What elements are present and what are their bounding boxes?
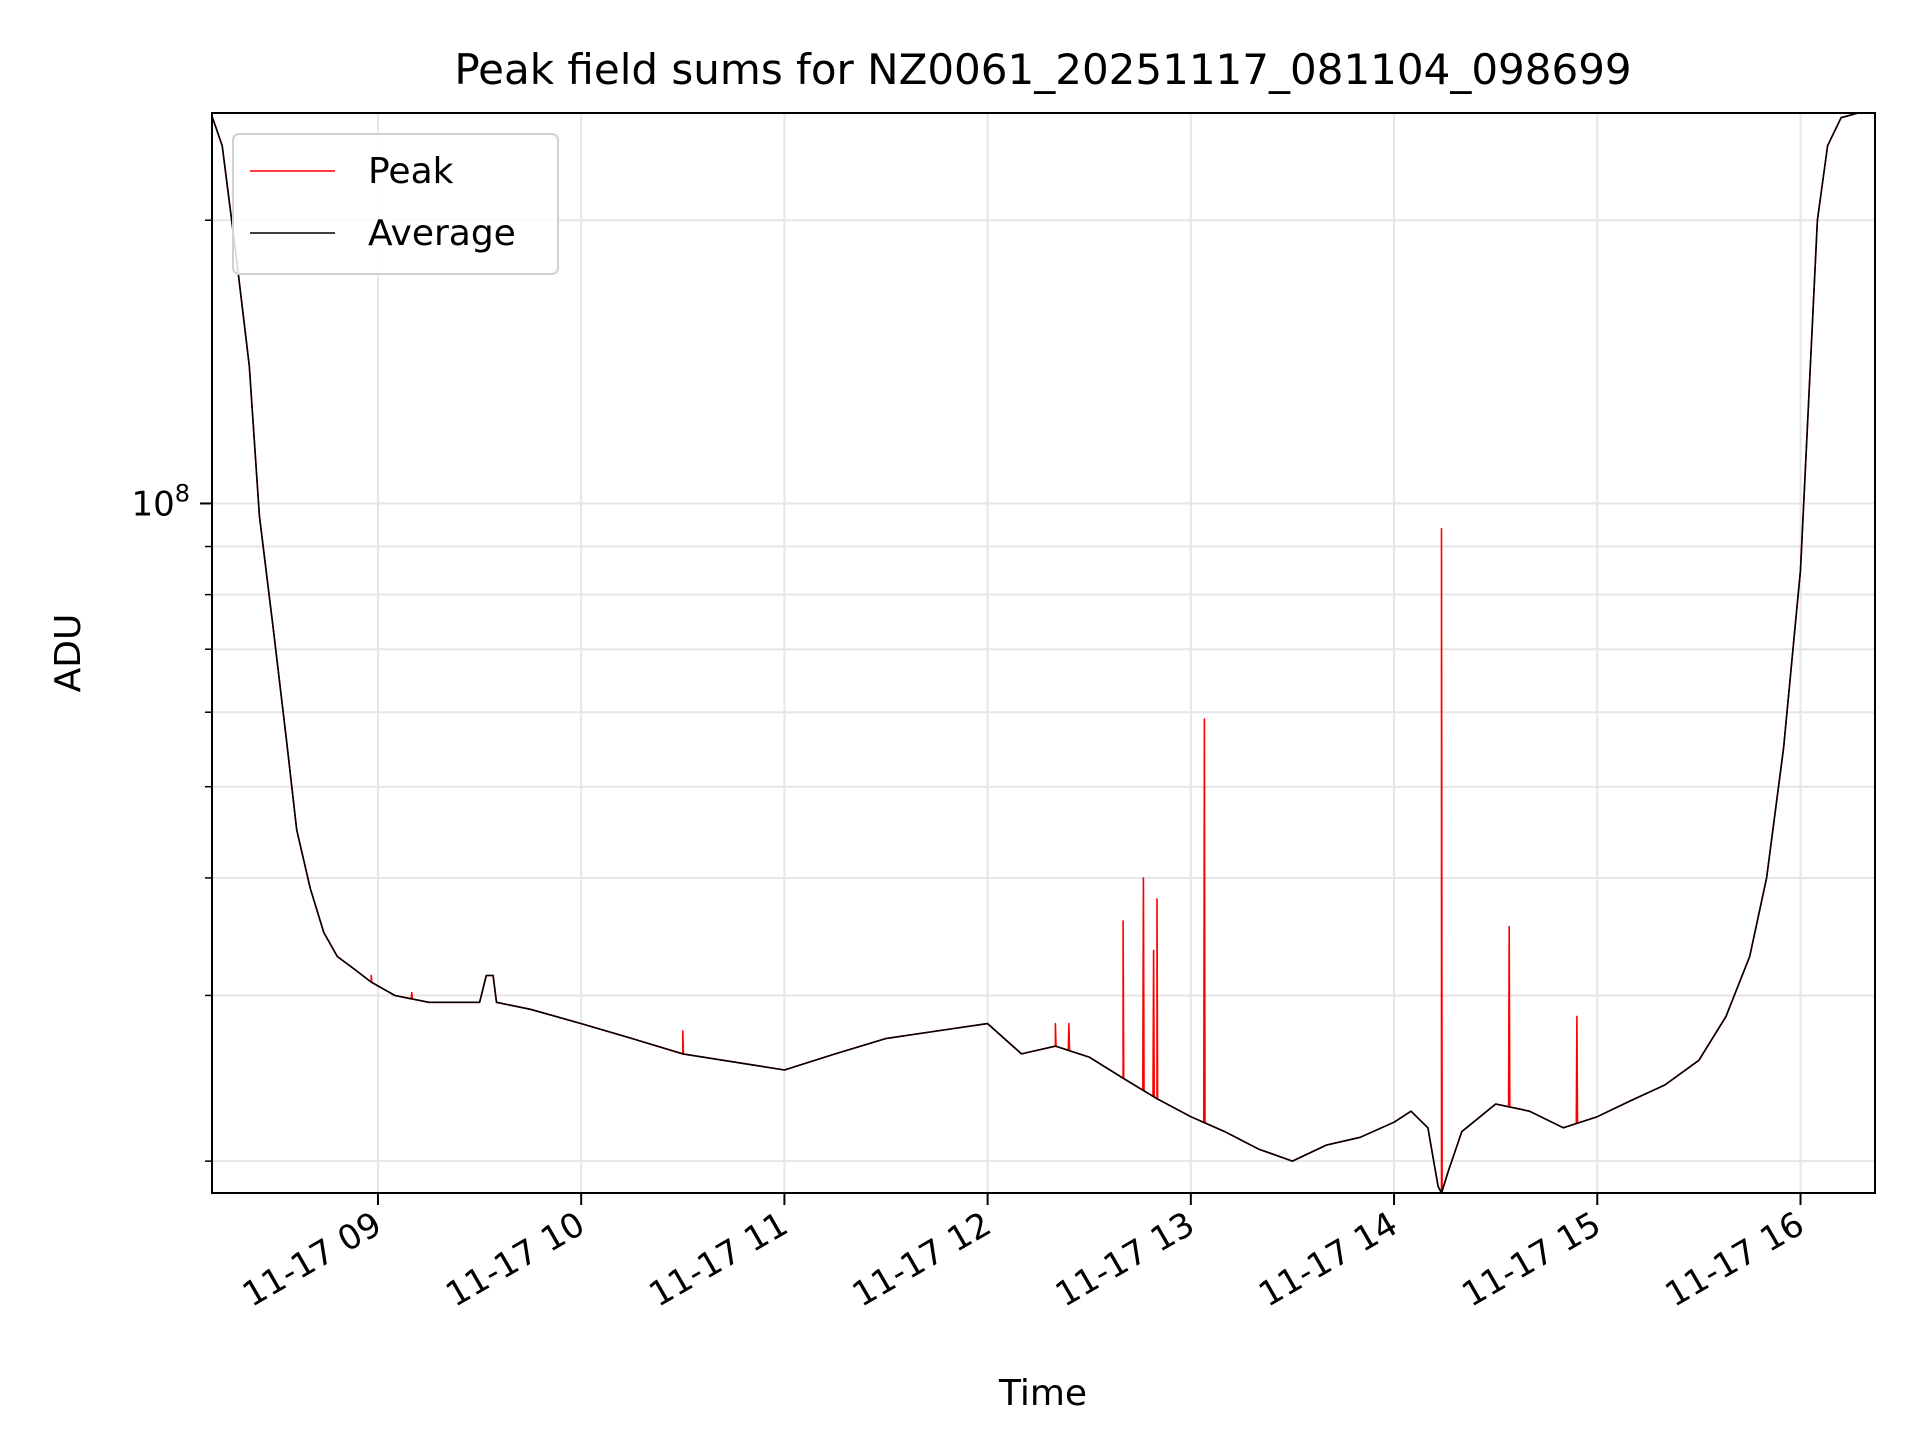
grid: [212, 113, 1875, 1193]
chart-title: Peak field sums for NZ0061_20251117_0811…: [454, 45, 1631, 94]
series-average-line: [211, 112, 1875, 1194]
x-axis-label: Time: [998, 1373, 1087, 1414]
x-tick-label: 11-17 10: [439, 1204, 591, 1315]
legend-box: [232, 133, 559, 275]
legend-label-peak: Peak: [368, 151, 454, 192]
x-tick-label: 11-17 09: [236, 1204, 388, 1315]
y-axis: 108: [131, 219, 212, 1162]
x-tick-label: 11-17 15: [1455, 1204, 1607, 1315]
x-tick-label: 11-17 14: [1252, 1204, 1404, 1315]
legend: Peak Average: [232, 133, 559, 275]
x-axis: 11-17 09 11-17 10 11-17 11 11-17 12 11-17 13…: [236, 1193, 1811, 1315]
x-tick-label: 11-17 16: [1659, 1204, 1811, 1315]
x-tick-label: 11-17 11: [643, 1204, 795, 1315]
y-tick-label: 108: [131, 479, 190, 524]
series-layer: [211, 112, 1875, 1194]
y-axis-label: ADU: [48, 614, 89, 693]
x-tick-label: 11-17 12: [846, 1204, 998, 1315]
plot-frame: [211, 112, 1876, 1194]
x-tick-label: 11-17 13: [1049, 1204, 1201, 1315]
legend-label-average: Average: [368, 213, 516, 254]
